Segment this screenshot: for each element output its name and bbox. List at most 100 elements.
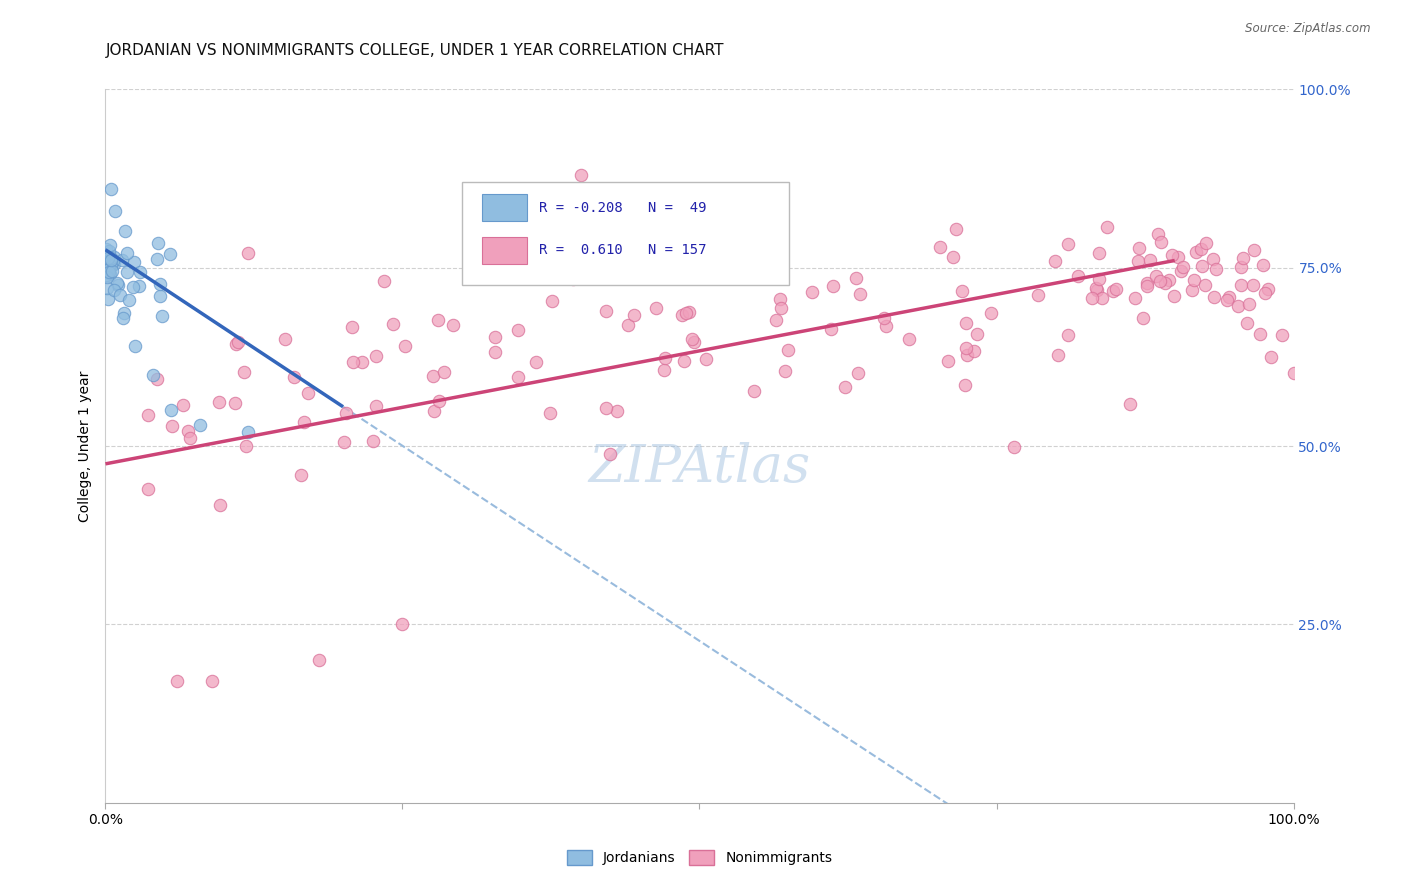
Bar [482,194,527,221]
Point [118,293,141,308]
Point [980,306,1002,320]
Point [1126,253,1149,268]
Point [121,280,143,294]
Point [1057,236,1080,251]
Point [1149,274,1171,288]
Point [773,364,796,378]
Point [936,354,959,368]
Point [769,292,792,306]
Point [1043,253,1066,268]
Point [1136,276,1159,290]
Point [103,284,125,298]
Point [1230,277,1253,292]
Point [1136,279,1159,293]
Point [363,434,385,448]
Point [942,250,965,264]
Point [100,182,122,196]
Point [846,366,869,380]
Point [1189,243,1212,257]
Point [1161,248,1184,262]
Point [176,424,198,438]
Point [105,276,128,290]
Point [104,203,127,218]
Point [1128,241,1150,255]
Point [875,318,897,333]
Point [1123,291,1146,305]
Point [107,277,129,292]
Point [1157,273,1180,287]
Point [149,277,172,291]
Point [599,446,621,460]
Point [352,355,374,369]
Point [1104,282,1126,296]
Point [1243,243,1265,257]
Point [1181,283,1204,297]
Point [562,272,585,286]
Point [179,431,201,445]
Point [675,306,697,320]
Point [1260,350,1282,364]
Point [929,240,952,254]
Point [654,363,676,377]
Point [111,253,134,268]
Point [103,257,125,271]
Point [1227,299,1250,313]
Point [1202,290,1225,304]
Point [159,247,181,261]
Point [617,318,640,333]
Point [678,305,700,319]
Point [159,403,181,417]
Point [96,269,118,284]
Point [823,278,845,293]
Point [1002,440,1025,454]
Point [1257,282,1279,296]
Point [142,368,165,382]
Point [1170,263,1192,277]
Point [963,343,986,358]
Point [97,265,120,279]
Point [1202,252,1225,266]
Point [226,334,249,349]
Point [114,224,136,238]
Point [569,168,592,182]
Point [671,308,693,322]
Point [274,332,297,346]
Point [681,333,703,347]
Point [1102,285,1125,299]
Point [1216,293,1239,307]
Point [801,285,824,299]
Point [742,384,765,398]
Point [290,468,312,483]
Point [1218,290,1240,304]
Point [308,653,330,667]
Point [233,365,256,379]
Point [100,251,122,265]
Point [96,281,118,295]
Bar [482,237,527,264]
Point [382,317,405,331]
Point [172,398,194,412]
Point [146,252,169,266]
Point [1173,260,1195,275]
Point [373,274,395,288]
Point [1236,316,1258,330]
Point [422,369,444,384]
Point [683,335,706,350]
Point [1026,288,1049,302]
Point [1088,271,1111,285]
Point [538,406,561,420]
Point [108,288,131,302]
Point [898,332,921,346]
Point [422,404,444,418]
Point [391,617,413,632]
Point [94,243,117,257]
Point [146,236,169,251]
Point [541,293,564,308]
Point [506,323,529,337]
Point [1147,227,1170,241]
Point [427,394,450,409]
Point [433,365,456,379]
Point [1205,262,1227,277]
Point [845,270,868,285]
FancyBboxPatch shape [461,182,789,285]
